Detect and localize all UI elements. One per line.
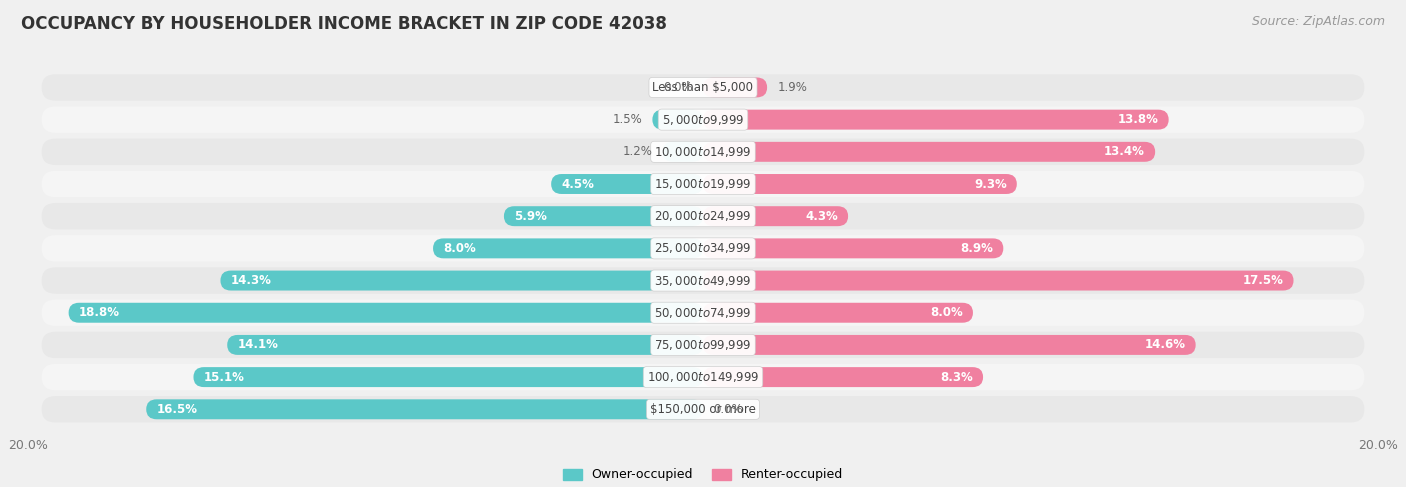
Text: $75,000 to $99,999: $75,000 to $99,999 xyxy=(654,338,752,352)
FancyBboxPatch shape xyxy=(42,235,1364,262)
Text: $100,000 to $149,999: $100,000 to $149,999 xyxy=(647,370,759,384)
Text: 0.0%: 0.0% xyxy=(713,403,742,416)
Text: 1.9%: 1.9% xyxy=(778,81,807,94)
Text: Source: ZipAtlas.com: Source: ZipAtlas.com xyxy=(1251,15,1385,28)
FancyBboxPatch shape xyxy=(42,332,1364,358)
Text: $35,000 to $49,999: $35,000 to $49,999 xyxy=(654,274,752,287)
Text: 1.5%: 1.5% xyxy=(613,113,643,126)
Text: 4.5%: 4.5% xyxy=(561,177,595,190)
FancyBboxPatch shape xyxy=(194,367,703,387)
Text: $50,000 to $74,999: $50,000 to $74,999 xyxy=(654,306,752,320)
Text: 4.3%: 4.3% xyxy=(806,210,838,223)
Text: 1.2%: 1.2% xyxy=(623,145,652,158)
FancyBboxPatch shape xyxy=(703,206,848,226)
FancyBboxPatch shape xyxy=(551,174,703,194)
Text: 14.1%: 14.1% xyxy=(238,338,278,352)
Text: $150,000 or more: $150,000 or more xyxy=(650,403,756,416)
Text: Less than $5,000: Less than $5,000 xyxy=(652,81,754,94)
FancyBboxPatch shape xyxy=(42,74,1364,101)
Legend: Owner-occupied, Renter-occupied: Owner-occupied, Renter-occupied xyxy=(558,464,848,487)
FancyBboxPatch shape xyxy=(221,271,703,291)
FancyBboxPatch shape xyxy=(703,303,973,323)
FancyBboxPatch shape xyxy=(703,335,1195,355)
Text: 0.0%: 0.0% xyxy=(664,81,693,94)
Text: $20,000 to $24,999: $20,000 to $24,999 xyxy=(654,209,752,223)
FancyBboxPatch shape xyxy=(42,300,1364,326)
FancyBboxPatch shape xyxy=(433,239,703,258)
Text: OCCUPANCY BY HOUSEHOLDER INCOME BRACKET IN ZIP CODE 42038: OCCUPANCY BY HOUSEHOLDER INCOME BRACKET … xyxy=(21,15,666,33)
Text: 13.8%: 13.8% xyxy=(1118,113,1159,126)
FancyBboxPatch shape xyxy=(42,139,1364,165)
Text: 14.3%: 14.3% xyxy=(231,274,271,287)
FancyBboxPatch shape xyxy=(42,396,1364,423)
FancyBboxPatch shape xyxy=(703,110,1168,130)
FancyBboxPatch shape xyxy=(69,303,703,323)
Text: 9.3%: 9.3% xyxy=(974,177,1007,190)
Text: $25,000 to $34,999: $25,000 to $34,999 xyxy=(654,242,752,255)
FancyBboxPatch shape xyxy=(42,364,1364,390)
Text: 17.5%: 17.5% xyxy=(1243,274,1284,287)
FancyBboxPatch shape xyxy=(42,171,1364,197)
FancyBboxPatch shape xyxy=(42,107,1364,133)
Text: 5.9%: 5.9% xyxy=(515,210,547,223)
FancyBboxPatch shape xyxy=(703,239,1004,258)
Text: 16.5%: 16.5% xyxy=(156,403,197,416)
Text: 8.0%: 8.0% xyxy=(443,242,475,255)
FancyBboxPatch shape xyxy=(503,206,703,226)
Text: 8.9%: 8.9% xyxy=(960,242,993,255)
Text: $10,000 to $14,999: $10,000 to $14,999 xyxy=(654,145,752,159)
FancyBboxPatch shape xyxy=(146,399,703,419)
FancyBboxPatch shape xyxy=(42,267,1364,294)
Text: $5,000 to $9,999: $5,000 to $9,999 xyxy=(662,112,744,127)
FancyBboxPatch shape xyxy=(703,77,768,97)
Text: 13.4%: 13.4% xyxy=(1104,145,1144,158)
FancyBboxPatch shape xyxy=(652,110,703,130)
Text: 18.8%: 18.8% xyxy=(79,306,120,319)
Text: 8.3%: 8.3% xyxy=(941,371,973,384)
FancyBboxPatch shape xyxy=(662,142,703,162)
FancyBboxPatch shape xyxy=(703,174,1017,194)
FancyBboxPatch shape xyxy=(703,367,983,387)
FancyBboxPatch shape xyxy=(703,142,1156,162)
FancyBboxPatch shape xyxy=(42,203,1364,229)
Text: 15.1%: 15.1% xyxy=(204,371,245,384)
FancyBboxPatch shape xyxy=(703,271,1294,291)
Text: 14.6%: 14.6% xyxy=(1144,338,1185,352)
FancyBboxPatch shape xyxy=(228,335,703,355)
Text: 8.0%: 8.0% xyxy=(931,306,963,319)
Text: $15,000 to $19,999: $15,000 to $19,999 xyxy=(654,177,752,191)
